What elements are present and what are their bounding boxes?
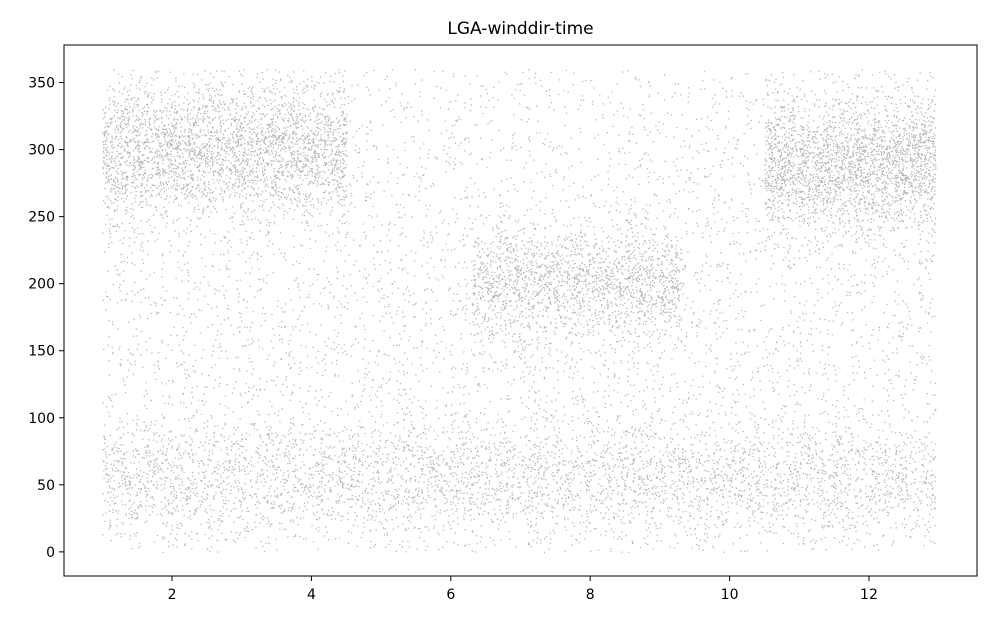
x-tick-label: 6	[446, 587, 455, 603]
y-tick-label: 350	[28, 76, 55, 92]
y-tick-label: 200	[28, 277, 55, 293]
x-tick-label: 8	[586, 587, 595, 603]
y-tick-label: 300	[28, 143, 55, 159]
y-tick-label: 150	[28, 344, 55, 360]
y-tick-label: 250	[28, 210, 55, 226]
x-tick-label: 10	[721, 587, 739, 603]
y-tick-label: 100	[28, 411, 55, 427]
x-tick-label: 12	[860, 587, 878, 603]
data-points	[102, 69, 937, 554]
x-tick-label: 2	[168, 587, 177, 603]
plot-frame	[63, 44, 978, 577]
scatter-points	[102, 69, 937, 554]
x-axis: 2 4 6 8 10 12	[168, 576, 878, 603]
x-tick-label: 4	[307, 587, 316, 603]
chart-title: LGA-winddir-time	[447, 19, 593, 39]
y-tick-label: 0	[46, 545, 55, 561]
y-axis: 0 50 100 150 200 250 300 350	[28, 76, 64, 561]
y-tick-label: 50	[37, 478, 55, 494]
